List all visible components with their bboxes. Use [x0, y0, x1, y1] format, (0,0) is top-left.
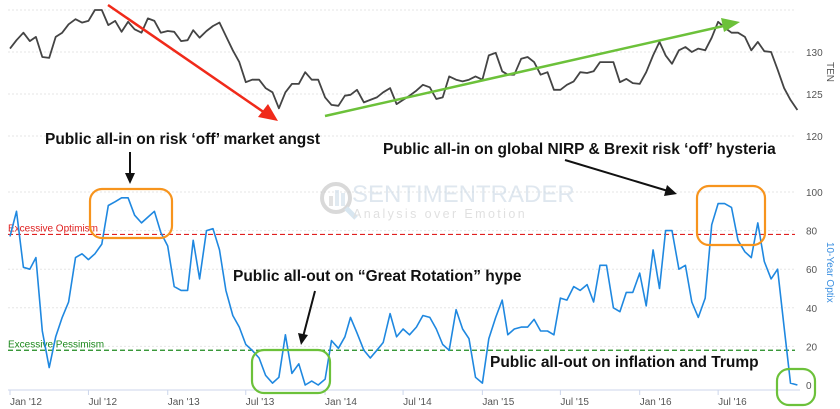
ten-axis-label: TEN	[824, 62, 835, 82]
x-tick-label: Jan '15	[482, 397, 514, 408]
ten-y-tick: 130	[806, 48, 823, 59]
x-tick-label: Jul '13	[246, 397, 275, 408]
highlight-box-2012-high	[88, 187, 174, 240]
optix-series-line	[9, 197, 798, 386]
annotation-nirp-brexit: Public all-in on global NIRP & Brexit ri…	[383, 141, 776, 158]
optix-y-tick: 20	[806, 342, 818, 353]
ten-y-tick: 125	[806, 90, 823, 101]
x-tick-label: Jan '16	[640, 397, 672, 408]
watermark-brand: SENTIMENTRADER	[352, 181, 575, 208]
ten-y-tick: 120	[806, 132, 823, 143]
optix-y-tick: 80	[806, 227, 818, 238]
arrow-nirp-brexit	[564, 159, 677, 196]
reference-line-label: Excessive Pessimism	[8, 339, 104, 350]
arrow-risk-off	[125, 152, 135, 184]
magnifier-icon	[344, 206, 358, 220]
x-tick-label: Jan '13	[168, 397, 200, 408]
optix-y-tick: 40	[806, 304, 818, 315]
x-tick-label: Jul '15	[560, 397, 589, 408]
watermark-tagline: Analysis over Emotion	[353, 207, 527, 221]
highlight-box-2016-high	[695, 184, 767, 247]
optix-axis-label: 10-Year Optix	[824, 242, 835, 303]
highlight-box-2016-low	[775, 367, 817, 407]
watermark-logo: SENTIMENTRADER Analysis over Emotion	[320, 181, 575, 221]
annotation-inflation-trump: Public all-out on inflation and Trump	[490, 354, 759, 371]
arrow-great-rotation	[298, 290, 316, 345]
logo-circle-icon	[320, 182, 352, 214]
x-tick-label: Jul '16	[718, 397, 747, 408]
x-tick-label: Jul '12	[88, 397, 117, 408]
annotation-risk-off-angst: Public all-in on risk ‘off’ market angst	[45, 131, 320, 148]
reference-line-label: Excessive Optimism	[8, 223, 98, 234]
optix-y-tick: 100	[806, 188, 823, 199]
x-tick-label: Jul '14	[403, 397, 432, 408]
x-tick-label: Jan '12	[10, 397, 42, 408]
down-trend-arrow	[107, 3, 278, 121]
annotation-great-rotation: Public all-out on “Great Rotation” hype	[233, 268, 522, 285]
optix-y-tick: 0	[806, 381, 812, 392]
ten-series-line	[9, 9, 799, 111]
highlight-box-2013-low	[250, 348, 332, 395]
x-tick-label: Jan '14	[325, 397, 357, 408]
optix-y-tick: 60	[806, 265, 818, 276]
up-trend-arrow	[324, 18, 740, 118]
